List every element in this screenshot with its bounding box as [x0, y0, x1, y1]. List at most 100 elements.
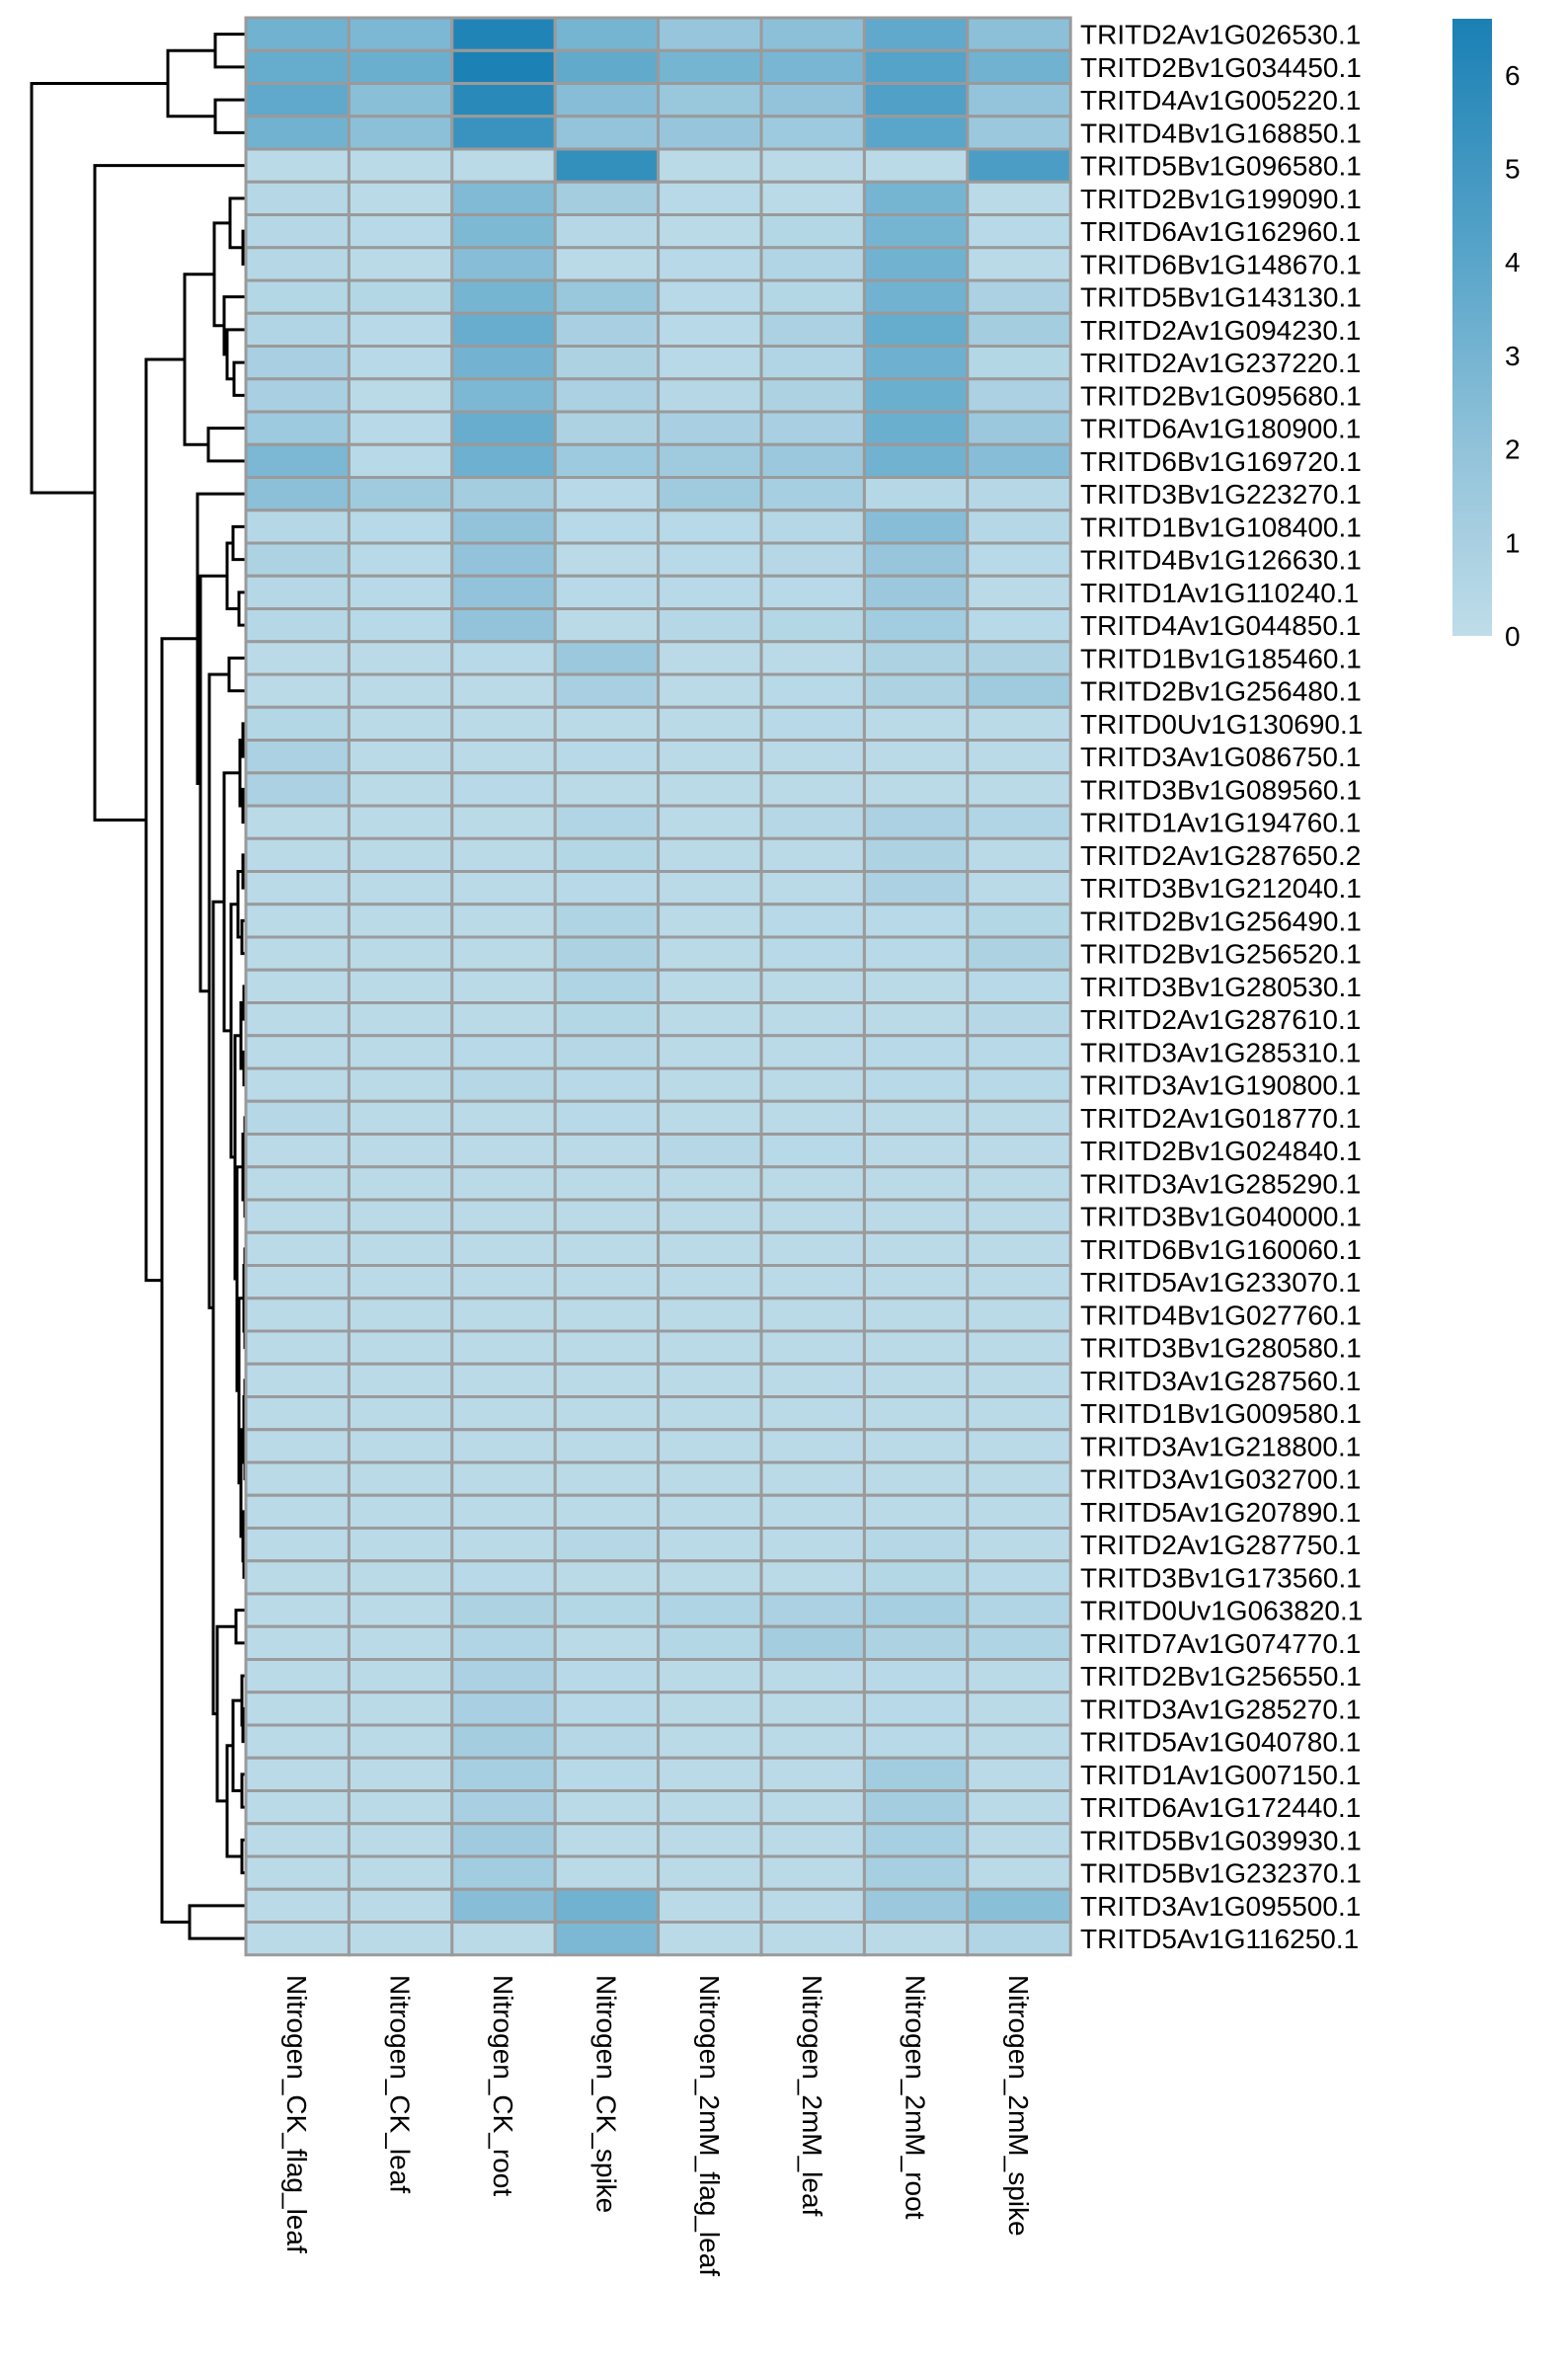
- row-label: TRITD5Av1G116250.1: [1080, 1924, 1359, 1954]
- row-label: TRITD1Bv1G009580.1: [1080, 1398, 1362, 1429]
- heatmap-cell: [347, 345, 454, 381]
- heatmap-cell: [347, 410, 454, 446]
- heatmap-cell: [966, 1921, 1072, 1957]
- heatmap-cell: [553, 1099, 661, 1136]
- heatmap-cell: [862, 442, 970, 479]
- colorbar-legend: 0 1 2 3 4 5 6: [1452, 19, 1521, 652]
- heatmap-cell: [657, 1099, 763, 1136]
- colorbar-tick-label: 6: [1505, 60, 1521, 91]
- column-label: Nitrogen_2mM_flag_leaf: [694, 1975, 725, 2276]
- heatmap-cell: [657, 1001, 763, 1038]
- heatmap-cell: [553, 1165, 661, 1202]
- heatmap-cell: [244, 1527, 351, 1563]
- heatmap-cell: [450, 82, 557, 118]
- heatmap-cell: [966, 1624, 1072, 1661]
- heatmap-cell: [966, 574, 1072, 610]
- row-label: TRITD3Bv1G223270.1: [1080, 479, 1362, 510]
- heatmap-cell: [553, 311, 661, 348]
- heatmap-cell: [759, 1854, 866, 1891]
- heatmap-cell: [450, 870, 557, 906]
- heatmap-cell: [347, 278, 454, 315]
- row-label: TRITD6Bv1G160060.1: [1080, 1234, 1362, 1265]
- heatmap-cell: [759, 16, 866, 52]
- dendrogram-branch: [144, 357, 185, 1283]
- heatmap-cell: [657, 968, 763, 1004]
- heatmap-cell: [450, 509, 557, 545]
- heatmap-cell: [657, 607, 763, 644]
- heatmap-cell: [450, 1854, 557, 1891]
- heatmap-cell: [862, 672, 970, 709]
- row-label: TRITD3Bv1G089560.1: [1080, 774, 1362, 805]
- heatmap-cell: [657, 1395, 763, 1432]
- heatmap-cell: [966, 1527, 1072, 1563]
- heatmap-cell: [553, 574, 661, 610]
- heatmap-cell: [347, 1198, 454, 1234]
- heatmap-cell: [966, 541, 1072, 578]
- heatmap-cell: [244, 82, 351, 118]
- heatmap-cell: [966, 739, 1072, 775]
- heatmap-cell: [347, 311, 454, 348]
- heatmap-cell: [657, 246, 763, 282]
- heatmap-cell: [244, 278, 351, 315]
- row-label: TRITD6Av1G162960.1: [1080, 216, 1361, 247]
- heatmap-cell: [862, 1001, 970, 1038]
- heatmap-cell: [759, 48, 866, 85]
- heatmap-cell: [759, 739, 866, 775]
- heatmap-cell: [759, 1001, 866, 1038]
- heatmap-cell: [759, 1822, 866, 1858]
- row-label: TRITD3Bv1G173560.1: [1080, 1562, 1362, 1593]
- row-label: TRITD3Av1G218800.1: [1080, 1431, 1361, 1461]
- heatmap-cell: [244, 705, 351, 742]
- heatmap-cell: [759, 1559, 866, 1596]
- row-label: TRITD3Av1G287560.1: [1080, 1366, 1361, 1396]
- heatmap-cell: [966, 1133, 1072, 1169]
- column-label: Nitrogen_2mM_spike: [1003, 1975, 1034, 2237]
- heatmap-cell: [862, 311, 970, 348]
- row-label: TRITD4Bv1G126630.1: [1080, 545, 1362, 576]
- heatmap-cell: [657, 1887, 763, 1924]
- row-label: TRITD3Av1G095500.1: [1080, 1891, 1361, 1922]
- heatmap-cell: [450, 1066, 557, 1103]
- row-label: TRITD5Av1G233070.1: [1080, 1267, 1361, 1298]
- row-label: TRITD5Bv1G232370.1: [1080, 1858, 1362, 1889]
- heatmap-cell: [244, 442, 351, 479]
- heatmap-cell: [450, 935, 557, 972]
- heatmap-cell: [553, 1723, 661, 1760]
- heatmap-cell: [553, 1658, 661, 1694]
- column-labels: Nitrogen_CK_flag_leaf Nitrogen_CK_leaf Nit…: [281, 1975, 1034, 2276]
- heatmap-cell: [553, 870, 661, 906]
- heatmap-cell: [450, 1329, 557, 1366]
- heatmap-cell: [553, 1493, 661, 1530]
- heatmap-cell: [966, 345, 1072, 381]
- heatmap-cell: [657, 1133, 763, 1169]
- heatmap-cell: [553, 607, 661, 644]
- column-label: Nitrogen_2mM_root: [901, 1975, 931, 2220]
- heatmap-cell: [759, 640, 866, 676]
- heatmap-cell: [553, 1691, 661, 1727]
- heatmap-cell: [657, 1592, 763, 1628]
- heatmap-cell: [244, 16, 351, 52]
- heatmap-cell: [347, 672, 454, 709]
- heatmap-cell: [244, 377, 351, 414]
- heatmap-cell: [759, 804, 866, 840]
- heatmap-cell: [862, 1921, 970, 1957]
- heatmap-cell: [244, 804, 351, 840]
- heatmap-cell: [759, 574, 866, 610]
- heatmap-cell: [244, 115, 351, 151]
- heatmap-cell: [657, 442, 763, 479]
- heatmap-cell: [862, 410, 970, 446]
- heatmap-cell: [244, 1624, 351, 1661]
- dendrogram-branch: [234, 1609, 246, 1645]
- heatmap-cell: [347, 16, 454, 52]
- heatmap-cell: [450, 1460, 557, 1497]
- heatmap-cell: [553, 1624, 661, 1661]
- heatmap-cell: [553, 1854, 661, 1891]
- heatmap-cell: [862, 345, 970, 381]
- heatmap-cell: [347, 115, 454, 151]
- heatmap-cell: [862, 147, 970, 184]
- heatmap-cell: [244, 935, 351, 972]
- heatmap-cell: [244, 1921, 351, 1957]
- heatmap-cell: [244, 739, 351, 775]
- heatmap-cell: [347, 1428, 454, 1464]
- row-labels: TRITD2Av1G026530.1TRITD2Bv1G034450.1TRIT…: [1080, 20, 1363, 1955]
